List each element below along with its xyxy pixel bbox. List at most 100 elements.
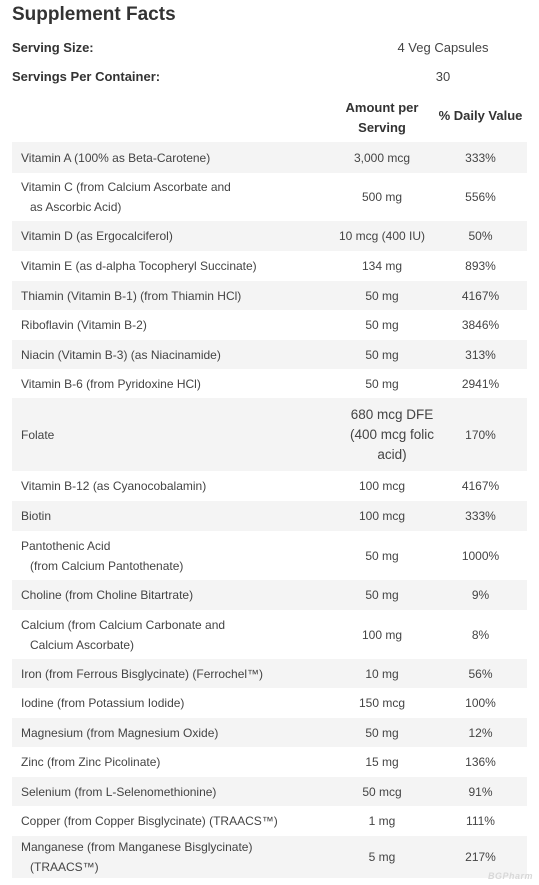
nutrient-name-line1: Vitamin C (from Calcium Ascorbate and bbox=[21, 180, 231, 194]
nutrient-name: Iodine (from Potassium Iodide) bbox=[21, 688, 321, 718]
table-row: Vitamin B-6 (from Pyridoxine HCl) 50 mg 29… bbox=[12, 369, 527, 398]
table-row: Selenium (from L-Selenomethionine) 50 mcg… bbox=[12, 777, 527, 806]
nutrient-name-line1: Riboflavin (Vitamin B-2) bbox=[21, 318, 147, 332]
nutrient-amount: 100 mg bbox=[361, 627, 403, 642]
nutrient-amount: 50 mg bbox=[365, 288, 399, 303]
nutrient-amount: 50 mg bbox=[365, 588, 399, 602]
nutrient-amount: 150 mcg bbox=[358, 696, 406, 710]
amount-header-line1: Amount per bbox=[345, 100, 419, 115]
nutrient-daily-value: 3846% bbox=[461, 318, 500, 332]
nutrient-daily-value: 170% bbox=[465, 427, 496, 442]
nutrient-name-line1: Niacin (Vitamin B-3) (as Niacinamide) bbox=[21, 347, 221, 362]
table-row: Riboflavin (Vitamin B-2) 50 mg 3846% bbox=[12, 310, 527, 340]
nutrient-name-line1: Zinc (from Zinc Picolinate) bbox=[21, 755, 161, 769]
watermark-logo: BGPharm bbox=[487, 871, 533, 881]
nutrient-amount: 100 mcg bbox=[358, 479, 406, 493]
nutrient-name: Vitamin E (as d-alpha Tocopheryl Succina… bbox=[21, 251, 321, 281]
nutrient-name: Manganese (from Manganese Bisglycinate) (… bbox=[21, 836, 321, 878]
table-row: Pantothenic Acid (from Calcium Pantothena… bbox=[12, 531, 527, 580]
nutrient-name-line1: Magnesium (from Magnesium Oxide) bbox=[21, 725, 219, 740]
nutrient-name: Pantothenic Acid (from Calcium Pantothena… bbox=[21, 531, 321, 580]
nutrient-name: Iron (from Ferrous Bisglycinate) (Ferroc… bbox=[21, 659, 321, 688]
nutrient-amount: 50 mcg bbox=[362, 784, 402, 799]
table-row: Iodine (from Potassium Iodide) 150 mcg 100… bbox=[12, 688, 527, 718]
nutrient-name: Niacin (Vitamin B-3) (as Niacinamide) bbox=[21, 340, 321, 369]
nutrient-amount: 50 mg bbox=[365, 347, 399, 362]
amount-header: Amount per Serving bbox=[330, 98, 434, 138]
servings-per-container-value: 30 bbox=[435, 68, 451, 84]
nutrient-name: Copper (from Copper Bisglycinate) (TRAAC… bbox=[21, 806, 321, 836]
table-row: Vitamin D (as Ergocalciferol) 10 mcg (400… bbox=[12, 221, 527, 251]
nutrient-name-line1: Vitamin D (as Ergocalciferol) bbox=[21, 229, 173, 243]
table-row: Copper (from Copper Bisglycinate) (TRAAC… bbox=[12, 806, 527, 836]
nutrient-daily-value: 91% bbox=[468, 784, 493, 799]
table-row: Vitamin A (100% as Beta-Carotene) 3,000 m… bbox=[12, 142, 527, 173]
nutrient-daily-value: 333% bbox=[465, 150, 496, 165]
table-row: Vitamin B-12 (as Cyanocobalamin) 100 mcg 4… bbox=[12, 471, 527, 501]
nutrient-daily-value: 4167% bbox=[461, 288, 500, 303]
nutrient-amount: 1 mg bbox=[368, 814, 396, 828]
nutrient-amount: 50 mg bbox=[365, 725, 399, 740]
nutrient-daily-value: 1000% bbox=[461, 548, 500, 563]
nutrient-amount: 680 mcg DFE (400 mcg folic acid) bbox=[349, 406, 435, 462]
table-row: Zinc (from Zinc Picolinate) 15 mg 136% bbox=[12, 747, 527, 777]
amount-header-line2: Serving bbox=[358, 120, 406, 135]
nutrient-amount: 15 mg bbox=[365, 755, 399, 769]
serving-size-value: 4 Veg Capsules bbox=[397, 39, 489, 55]
servings-per-container-label: Servings Per Container: bbox=[12, 68, 161, 84]
nutrient-name-line1: Iodine (from Potassium Iodide) bbox=[21, 696, 185, 710]
nutrient-name: Vitamin C (from Calcium Ascorbate and as … bbox=[21, 173, 321, 221]
serving-size-label: Serving Size: bbox=[12, 39, 94, 55]
nutrient-name-line1: Vitamin A (100% as Beta-Carotene) bbox=[21, 150, 211, 165]
nutrient-name: Vitamin B-6 (from Pyridoxine HCl) bbox=[21, 369, 321, 398]
nutrient-amount: 134 mg bbox=[361, 259, 403, 273]
nutrient-amount: 3,000 mcg bbox=[353, 150, 411, 165]
nutrient-daily-value: 4167% bbox=[461, 479, 500, 493]
nutrient-name: Vitamin B-12 (as Cyanocobalamin) bbox=[21, 471, 321, 501]
nutrient-name: Vitamin A (100% as Beta-Carotene) bbox=[21, 142, 321, 173]
nutrient-name-line1: Choline (from Choline Bitartrate) bbox=[21, 588, 194, 602]
nutrient-daily-value: 556% bbox=[465, 190, 496, 204]
table-row: Biotin 100 mcg 333% bbox=[12, 501, 527, 531]
nutrient-amount: 50 mg bbox=[365, 318, 399, 332]
table-header: Amount per Serving % Daily Value bbox=[12, 96, 527, 142]
nutrient-name: Vitamin D (as Ergocalciferol) bbox=[21, 221, 321, 251]
nutrient-name-line1: Iron (from Ferrous Bisglycinate) (Ferroc… bbox=[21, 666, 264, 681]
nutrient-name-line1: Pantothenic Acid bbox=[21, 538, 111, 553]
table-row: Choline (from Choline Bitartrate) 50 mg 9% bbox=[12, 580, 527, 610]
nutrient-name-line2: (TRAACS™) bbox=[30, 860, 99, 874]
nutrient-name-line1: Vitamin B-6 (from Pyridoxine HCl) bbox=[21, 376, 201, 391]
nutrient-daily-value: 50% bbox=[468, 229, 493, 243]
table-row: Folate 680 mcg DFE (400 mcg folic acid) 17… bbox=[12, 398, 527, 471]
nutrient-name-line1: Calcium (from Calcium Carbonate and bbox=[21, 617, 226, 632]
nutrient-daily-value: 12% bbox=[468, 725, 493, 740]
nutrient-name: Thiamin (Vitamin B-1) (from Thiamin HCl) bbox=[21, 281, 321, 310]
nutrient-name: Biotin bbox=[21, 501, 321, 531]
nutrient-daily-value: 8% bbox=[471, 627, 490, 642]
nutrient-amount: 10 mg bbox=[365, 666, 399, 681]
nutrient-amount: 500 mg bbox=[361, 190, 403, 204]
nutrient-name: Magnesium (from Magnesium Oxide) bbox=[21, 718, 321, 747]
nutrient-amount: 5 mg bbox=[368, 850, 396, 864]
table-row: Calcium (from Calcium Carbonate and Calci… bbox=[12, 610, 527, 659]
nutrient-name-line1: Manganese (from Manganese Bisglycinate) bbox=[21, 840, 253, 854]
nutrient-name: Folate bbox=[21, 398, 321, 471]
nutrient-daily-value: 893% bbox=[465, 259, 496, 273]
nutrient-amount: 50 mg bbox=[365, 548, 399, 563]
serving-size-row: Serving Size: 4 Veg Capsules bbox=[12, 35, 527, 59]
nutrient-name: Choline (from Choline Bitartrate) bbox=[21, 580, 321, 610]
table-row: Iron (from Ferrous Bisglycinate) (Ferroc… bbox=[12, 659, 527, 688]
nutrient-name-line1: Folate bbox=[21, 427, 55, 442]
nutrient-daily-value: 136% bbox=[465, 755, 496, 769]
servings-per-container-row: Servings Per Container: 30 bbox=[12, 64, 527, 88]
table-row: Manganese (from Manganese Bisglycinate) (… bbox=[12, 836, 527, 878]
nutrient-amount: 50 mg bbox=[365, 376, 399, 391]
nutrient-daily-value: 56% bbox=[468, 666, 493, 681]
nutrient-amount: 10 mcg (400 IU) bbox=[338, 229, 426, 243]
nutrient-name-line2: as Ascorbic Acid) bbox=[30, 200, 122, 214]
nutrient-daily-value: 333% bbox=[465, 509, 496, 523]
nutrient-daily-value: 313% bbox=[465, 347, 496, 362]
nutrient-name-line1: Copper (from Copper Bisglycinate) (TRAAC… bbox=[21, 814, 278, 828]
nutrient-name: Selenium (from L-Selenomethionine) bbox=[21, 777, 321, 806]
nutrient-name-line2: (from Calcium Pantothenate) bbox=[30, 558, 184, 573]
